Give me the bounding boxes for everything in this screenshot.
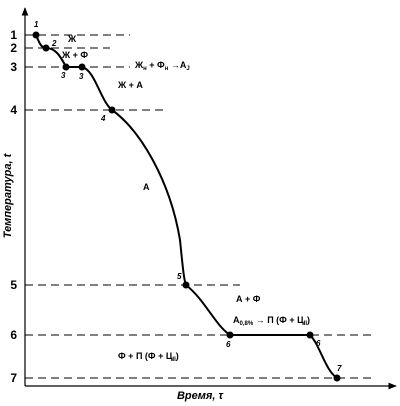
subscript: н: [143, 66, 147, 72]
region-label: Ж: [67, 34, 77, 44]
level-label: 6: [10, 328, 17, 342]
region-labels: ЖЖ + ФЖн + Фн →АJЖ + ААА + ФА0,8% → П (Ф…: [61, 34, 310, 363]
subscript: II: [304, 321, 308, 327]
point-label: 7: [337, 364, 342, 373]
label-text: Ж + Ф: [61, 50, 88, 60]
label-text: А: [233, 315, 240, 325]
cooling-curve: [35, 34, 338, 379]
point-label: 3: [61, 71, 66, 80]
point: [333, 374, 341, 382]
subscript: н: [165, 66, 169, 72]
points: 1 2 3 3 4 5 6 6 7: [32, 20, 342, 382]
point: [108, 106, 116, 114]
region-label: Ж + А: [117, 80, 143, 90]
point: [42, 44, 50, 52]
level-label: 3: [10, 60, 17, 74]
label-text: Ж + А: [117, 80, 143, 90]
subscript: J: [186, 66, 189, 72]
point-label: 2: [51, 39, 57, 48]
point: [32, 31, 40, 39]
region-label: Жн + Фн →АJ: [134, 60, 190, 72]
point-label: 1: [34, 20, 39, 29]
point-label: 4: [100, 114, 106, 123]
subscript: II: [172, 357, 176, 363]
subscript: 0,8%: [240, 321, 254, 327]
level-label: 1: [10, 28, 17, 42]
point: [182, 281, 190, 289]
point: [62, 63, 70, 71]
label-text: Ж: [134, 60, 144, 70]
x-axis-label: Время, τ: [177, 390, 224, 402]
level-label: 2: [10, 41, 17, 55]
label-text: ): [307, 315, 310, 325]
point-label: 3: [79, 72, 84, 81]
point-label: 5: [177, 272, 182, 281]
region-label: А: [143, 182, 150, 192]
region-label: А + Ф: [236, 294, 261, 304]
point-label: 6: [316, 339, 321, 348]
levels: 1 2 3 4 5 6 7: [10, 28, 375, 385]
label-text: А: [143, 182, 150, 192]
label-text: → П (Ф + Ц: [253, 315, 304, 325]
region-label: Ж + Ф: [61, 50, 88, 60]
point-label: 6: [226, 340, 231, 349]
label-text: Ф + П (Ф + Ц: [118, 351, 173, 361]
region-label: Ф + П (Ф + ЦII): [118, 351, 179, 363]
label-text: ): [176, 351, 179, 361]
label-text: Ж: [67, 34, 77, 44]
y-axis-label: Температура, t: [2, 152, 14, 238]
point: [306, 331, 314, 339]
label-text: А + Ф: [236, 294, 261, 304]
label-text: + Ф: [147, 60, 165, 70]
point: [226, 331, 234, 339]
label-text: →А: [168, 60, 187, 70]
region-label: А0,8% → П (Ф + ЦII): [233, 315, 310, 327]
level-label: 4: [10, 103, 17, 117]
level-label: 7: [10, 371, 17, 385]
level-label: 5: [10, 278, 17, 292]
point: [78, 63, 86, 71]
